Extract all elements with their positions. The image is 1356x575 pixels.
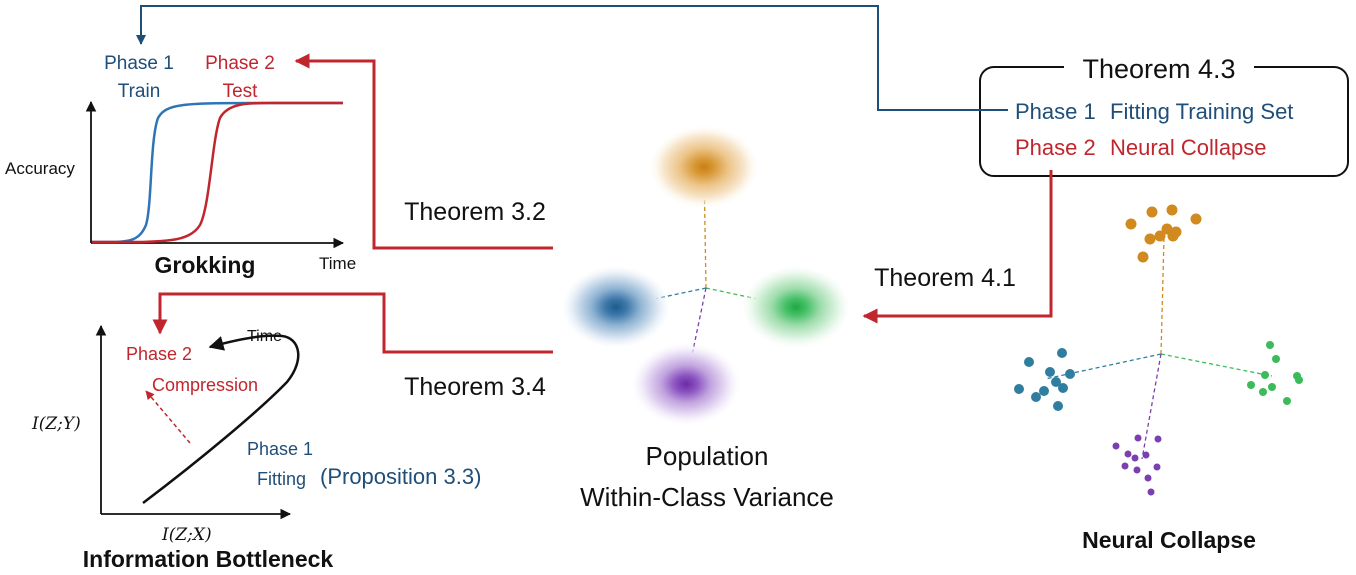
collapse-dot-teal	[1031, 392, 1041, 402]
collapse-dot-orange	[1146, 206, 1158, 218]
collapse-dot-purple	[1124, 450, 1132, 458]
theorem-phase2-label: Phase 2	[1015, 135, 1096, 160]
theorem-4-3-title: Theorem 4.3	[1082, 54, 1235, 84]
collapse-dot-purple	[1134, 434, 1142, 442]
population-blob-purple	[632, 343, 740, 425]
grokking-train-curve	[91, 101, 343, 244]
collapse-axis-purple	[1141, 353, 1162, 460]
collapse-dot-purple	[1112, 442, 1120, 450]
collapse-dot-orange	[1170, 226, 1182, 238]
collapse-dot-teal	[1039, 386, 1049, 396]
collapse-dot-purple	[1144, 474, 1152, 482]
collapse-dot-green	[1283, 397, 1291, 405]
population-label-line2: Within-Class Variance	[580, 482, 834, 512]
collapse-dot-green	[1268, 383, 1276, 391]
ib-proposition-label: (Proposition 3.3)	[320, 464, 481, 489]
collapse-dot-teal	[1065, 369, 1075, 379]
ib-time-label: Time	[247, 328, 282, 345]
collapse-dot-teal	[1051, 377, 1061, 387]
collapse-axis-orange	[1160, 237, 1165, 355]
theorem-4-1-arrow	[862, 170, 1053, 324]
grokking-plot: Accuracy Time Grokking Phase 1 Train Pha…	[5, 53, 356, 278]
collapse-dot-green	[1261, 371, 1269, 379]
theorem-3-2-arrow	[294, 53, 553, 250]
collapse-dot-green	[1272, 355, 1280, 363]
collapse-dot-purple	[1147, 488, 1155, 496]
collapse-dot-purple	[1133, 466, 1141, 474]
collapse-axis-teal	[1044, 353, 1162, 380]
theorem-4-1-label: Theorem 4.1	[874, 264, 1016, 292]
grokking-test-curve	[91, 101, 343, 244]
ib-xlabel: I(Z;X)	[161, 525, 212, 545]
ib-phase1-label: Phase 1	[247, 439, 313, 459]
collapse-dot-teal	[1057, 348, 1067, 358]
collapse-dot-teal	[1053, 401, 1063, 411]
collapse-dot-purple	[1154, 435, 1162, 443]
collapse-dot-green	[1247, 381, 1255, 389]
collapse-dot-orange	[1154, 230, 1166, 242]
collapse-dot-teal	[1045, 367, 1055, 377]
ib-compression-label: Compression	[152, 375, 258, 395]
collapse-dot-green	[1295, 376, 1303, 384]
theorem-3-2-label: Theorem 3.2	[404, 198, 546, 226]
theorem-phase1-desc: Fitting Training Set	[1110, 99, 1293, 124]
population-label-line1: Population	[646, 441, 769, 471]
grokking-train-label: Train	[118, 81, 161, 102]
collapse-dot-purple	[1142, 451, 1150, 459]
collapse-dot-purple	[1131, 454, 1139, 462]
population-blob-blue	[562, 266, 670, 348]
collapse-axis-green	[1160, 353, 1273, 377]
theorem-4-3-box: Theorem 4.3 Phase 1 Fitting Training Set…	[979, 52, 1349, 177]
theorem-3-4-label: Theorem 3.4	[404, 373, 546, 401]
ib-title: Information Bottleneck	[83, 546, 334, 572]
collapse-dot-green	[1266, 341, 1274, 349]
collapse-dot-teal	[1024, 357, 1034, 367]
grokking-phase1-label: Phase 1	[104, 53, 174, 74]
theorem-4-3-to-phase1-arrow	[136, 5, 1008, 111]
population-blob-orange	[650, 126, 758, 208]
population-blob-green	[742, 266, 850, 348]
grokking-test-label: Test	[223, 81, 259, 102]
collapse-dot-green	[1259, 388, 1267, 396]
collapse-dot-orange	[1161, 223, 1173, 235]
theorem-box-title-gap	[1064, 52, 1254, 82]
collapse-dot-orange	[1190, 213, 1202, 225]
collapse-dot-purple	[1153, 463, 1161, 471]
collapse-dot-orange	[1144, 233, 1156, 245]
neural-collapse-title: Neural Collapse	[1082, 527, 1256, 553]
theorem-3-4-arrow	[152, 292, 553, 354]
ib-fitting-label: Fitting	[257, 469, 306, 489]
collapse-dot-orange	[1137, 251, 1149, 263]
ib-trajectory-curve	[142, 334, 300, 504]
grokking-ylabel: Accuracy	[5, 159, 75, 178]
neural-collapse-figure: Neural Collapse	[1014, 204, 1303, 553]
collapse-dot-teal	[1014, 384, 1024, 394]
grokking-phase2-label: Phase 2	[205, 53, 275, 74]
grokking-title: Grokking	[155, 252, 256, 278]
collapse-dot-orange	[1166, 204, 1178, 216]
population-axis-purple	[685, 287, 707, 385]
theorem-phase1-label: Phase 1	[1015, 99, 1096, 124]
information-bottleneck-plot: Time Phase 2 Compression Phase 1 Fitting…	[31, 324, 481, 572]
population-variance-figure: Population Within-Class Variance	[562, 126, 850, 512]
collapse-points	[1014, 204, 1303, 496]
grokking-xlabel: Time	[319, 254, 356, 273]
ib-phase2-label: Phase 2	[126, 344, 192, 364]
theorem-phase2-desc: Neural Collapse	[1110, 135, 1267, 160]
collapse-dot-purple	[1121, 462, 1129, 470]
collapse-dot-teal	[1058, 383, 1068, 393]
ib-ylabel: I(Z;Y)	[31, 414, 81, 434]
ib-compression-arrow	[145, 390, 191, 444]
collapse-dot-orange	[1125, 218, 1137, 230]
